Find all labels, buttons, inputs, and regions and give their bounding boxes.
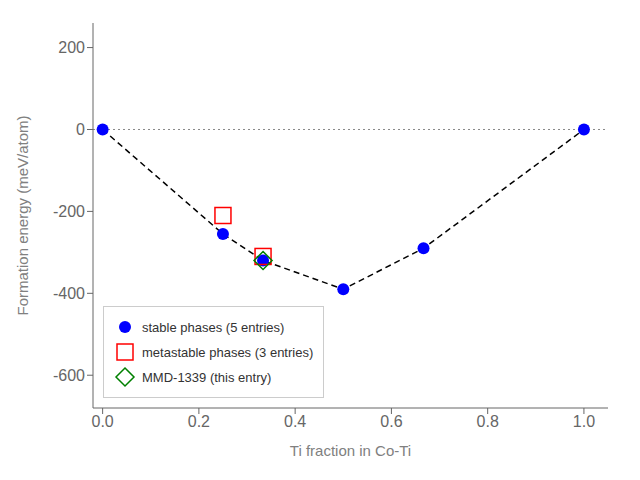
svg-text:Formation energy (meV/atom): Formation energy (meV/atom)	[14, 115, 31, 315]
svg-text:0.4: 0.4	[284, 413, 306, 430]
svg-text:1.0: 1.0	[573, 413, 595, 430]
svg-text:0.6: 0.6	[380, 413, 402, 430]
html-text:stable phases (5 entries): stable phases (5 entries)	[142, 319, 285, 335]
svg-text:0.8: 0.8	[477, 413, 499, 430]
html-text:MMD-1339 (this entry): MMD-1339 (this entry)	[142, 369, 272, 385]
svg-text:0.2: 0.2	[188, 413, 210, 430]
svg-text:Ti fraction in Co-Ti: Ti fraction in Co-Ti	[290, 442, 411, 459]
html-text:metastable phases (3 entries): metastable phases (3 entries)	[142, 344, 314, 360]
svg-text:-400: -400	[53, 285, 85, 302]
svg-text:0: 0	[76, 121, 85, 138]
svg-text:-200: -200	[53, 203, 85, 220]
svg-text:-600: -600	[53, 367, 85, 384]
svg-text:0.0: 0.0	[92, 413, 114, 430]
svg-text:200: 200	[58, 39, 85, 56]
